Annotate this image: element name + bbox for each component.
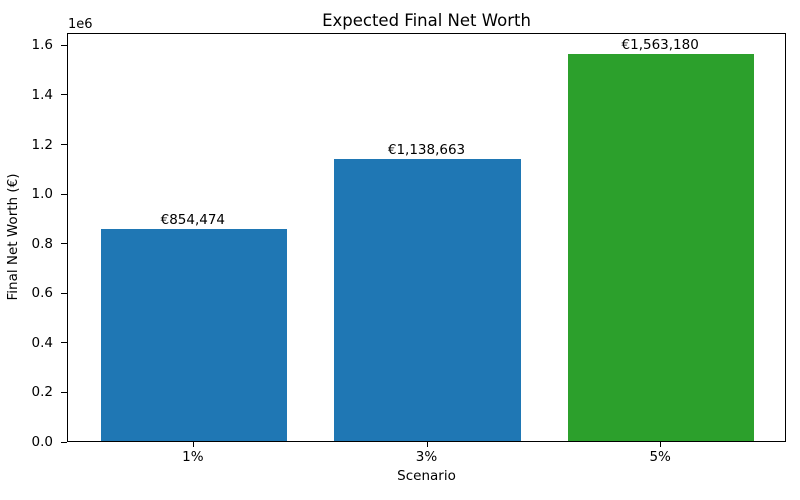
y-tick-label: 0.6 (31, 285, 53, 302)
y-tick-mark (61, 342, 67, 344)
y-tick-label: 1.4 (31, 86, 53, 103)
y-tick-mark (61, 193, 67, 195)
bar-value-label: €1,138,663 (387, 141, 466, 158)
x-tick-label: 1% (182, 449, 204, 465)
bar-5% (568, 53, 755, 441)
x-tick-label: 5% (649, 449, 671, 465)
x-tick-mark (660, 442, 662, 447)
chart-title: Expected Final Net Worth (322, 11, 531, 30)
y-tick-mark (61, 441, 67, 443)
y-tick-label: 0.8 (31, 235, 53, 252)
x-tick-mark (426, 442, 428, 447)
bar-value-label: €854,474 (160, 212, 226, 229)
bar-1% (100, 229, 287, 441)
bar-value-label: €1,563,180 (621, 36, 699, 53)
y-tick-label: 0.4 (31, 334, 53, 351)
y-tick-mark (61, 243, 67, 245)
y-tick-mark (61, 94, 67, 96)
y-axis-offset-text: 1e6 (68, 17, 93, 32)
y-tick-mark (61, 44, 67, 46)
plot-area (67, 33, 786, 442)
x-axis-label: Scenario (397, 468, 456, 484)
x-tick-label: 3% (415, 449, 438, 465)
y-tick-mark (61, 391, 67, 393)
y-tick-label: 1.6 (31, 37, 53, 54)
y-tick-mark (61, 292, 67, 294)
x-tick-mark (192, 442, 194, 447)
y-tick-label: 1.2 (31, 136, 53, 153)
y-tick-label: 1.0 (31, 186, 53, 203)
bar-3% (334, 158, 521, 441)
y-tick-label: 0.0 (31, 434, 53, 450)
y-axis-label: Final Net Worth (€) (5, 173, 21, 301)
y-tick-label: 0.2 (31, 384, 53, 401)
y-tick-mark (61, 144, 67, 146)
